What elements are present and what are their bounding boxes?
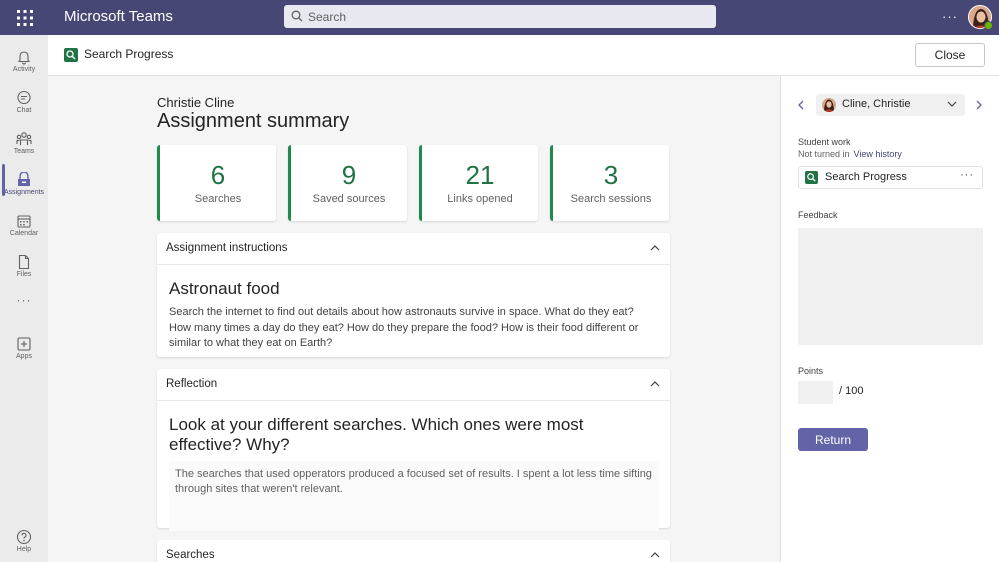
chevron-left-icon[interactable] (797, 100, 805, 110)
chevron-up-icon[interactable] (650, 380, 660, 387)
app-launcher-icon[interactable] (16, 9, 34, 27)
teams-icon (16, 132, 32, 145)
chevron-up-icon[interactable] (650, 551, 660, 558)
submission-status: Not turned in View history (798, 149, 902, 159)
rail-label: Assignments (3, 189, 45, 196)
reflection-answer: The searches that used opperators produc… (169, 461, 659, 531)
search-progress-app-icon (805, 171, 818, 184)
more-options-icon[interactable]: ··· (960, 169, 974, 181)
points-label: Points (798, 366, 824, 376)
assignments-icon (18, 172, 30, 186)
close-button[interactable]: Close (915, 43, 985, 67)
rail-label: Calendar (9, 230, 39, 237)
chevron-up-icon[interactable] (650, 244, 660, 251)
return-button[interactable]: Return (798, 428, 868, 451)
apps-icon (17, 337, 31, 351)
rail-item-chat[interactable]: Chat (0, 82, 48, 122)
summary-title: Assignment summary (157, 110, 350, 132)
reflection-card: Reflection Look at your different search… (157, 369, 670, 531)
stat-value: 21 (465, 160, 495, 190)
stat-card-links-opened: 21 Links opened (419, 145, 538, 221)
rail-label: Activity (12, 66, 36, 73)
points-max: / 100 (839, 385, 864, 397)
rail-label: Files (16, 271, 32, 278)
feedback-label: Feedback (798, 210, 838, 220)
chevron-right-icon[interactable] (975, 100, 983, 110)
rail-item-activity[interactable]: Activity (0, 41, 48, 81)
rail-item-apps[interactable]: Apps (0, 328, 48, 368)
rail-more-apps[interactable]: ··· (0, 287, 48, 317)
grading-panel: Cline, Christie Student work Not turned … (780, 76, 999, 562)
help-icon (16, 529, 32, 545)
calendar-icon (17, 215, 31, 228)
chat-icon (17, 90, 31, 105)
rail-item-teams[interactable]: Teams (0, 123, 48, 163)
student-selector[interactable]: Cline, Christie (816, 94, 965, 116)
rail-label: Teams (13, 148, 35, 155)
files-icon (18, 254, 30, 270)
rail-item-calendar[interactable]: Calendar (0, 205, 48, 245)
stat-value: 6 (210, 160, 226, 190)
bell-icon (17, 51, 31, 65)
reflection-question: Look at your different searches. Which o… (169, 415, 584, 454)
view-history-link[interactable]: View history (853, 149, 902, 159)
app-rail: Activity Chat Teams Assignments (0, 35, 48, 562)
main-content[interactable]: Christie Cline Assignment summary 6 Sear… (48, 76, 780, 562)
search-input[interactable] (308, 7, 708, 26)
status-text: Not turned in (798, 149, 850, 159)
section-label: Reflection (166, 378, 218, 390)
active-indicator (2, 164, 5, 196)
chevron-down-icon (947, 101, 957, 107)
search-box[interactable] (284, 5, 716, 28)
rail-item-files[interactable]: Files (0, 246, 48, 286)
stat-card-saved-sources: 9 Saved sources (288, 145, 407, 221)
stat-value: 3 (603, 160, 619, 190)
student-select-name: Cline, Christie (842, 98, 911, 110)
app-title: Microsoft Teams (64, 8, 173, 25)
stat-label: Saved sources (312, 193, 386, 205)
student-work-item[interactable]: Search Progress ··· (798, 166, 983, 189)
searches-card: Searches (157, 540, 670, 562)
instructions-card: Assignment instructions Astronaut food S… (157, 233, 670, 357)
search-progress-app-icon (64, 48, 78, 62)
instructions-header[interactable]: Assignment instructions (157, 233, 670, 265)
section-label: Searches (166, 549, 215, 561)
assignment-header: Search Progress Close (48, 35, 999, 76)
student-avatar (822, 98, 836, 112)
avatar[interactable] (968, 5, 992, 29)
rail-item-assignments[interactable]: Assignments (0, 164, 48, 204)
student-name: Christie Cline (157, 95, 235, 110)
searches-header[interactable]: Searches (157, 540, 670, 562)
search-icon (291, 10, 303, 22)
stat-label: Links opened (447, 193, 513, 205)
stat-card-search-sessions: 3 Search sessions (550, 145, 669, 221)
page-title: Search Progress (84, 47, 174, 61)
stat-card-searches: 6 Searches (157, 145, 276, 221)
stat-label: Searches (194, 193, 242, 205)
work-item-name: Search Progress (825, 171, 907, 183)
reflection-header[interactable]: Reflection (157, 369, 670, 401)
more-options-icon[interactable]: ··· (942, 9, 958, 24)
student-work-label: Student work (798, 137, 851, 147)
rail-item-help[interactable]: Help (0, 521, 48, 561)
section-label: Assignment instructions (166, 242, 288, 254)
top-bar: Microsoft Teams ··· (0, 0, 999, 35)
instructions-heading: Astronaut food (169, 279, 280, 298)
rail-label: Apps (16, 353, 32, 360)
stat-value: 9 (341, 160, 357, 190)
feedback-input[interactable] (798, 228, 983, 345)
more-icon: ··· (16, 293, 32, 307)
rail-label: Chat (16, 107, 32, 114)
rail-label: Help (16, 546, 32, 553)
presence-available-icon (984, 21, 993, 30)
points-input[interactable] (798, 381, 833, 404)
stat-label: Search sessions (570, 193, 652, 205)
instructions-body: Search the internet to find out details … (169, 306, 639, 349)
